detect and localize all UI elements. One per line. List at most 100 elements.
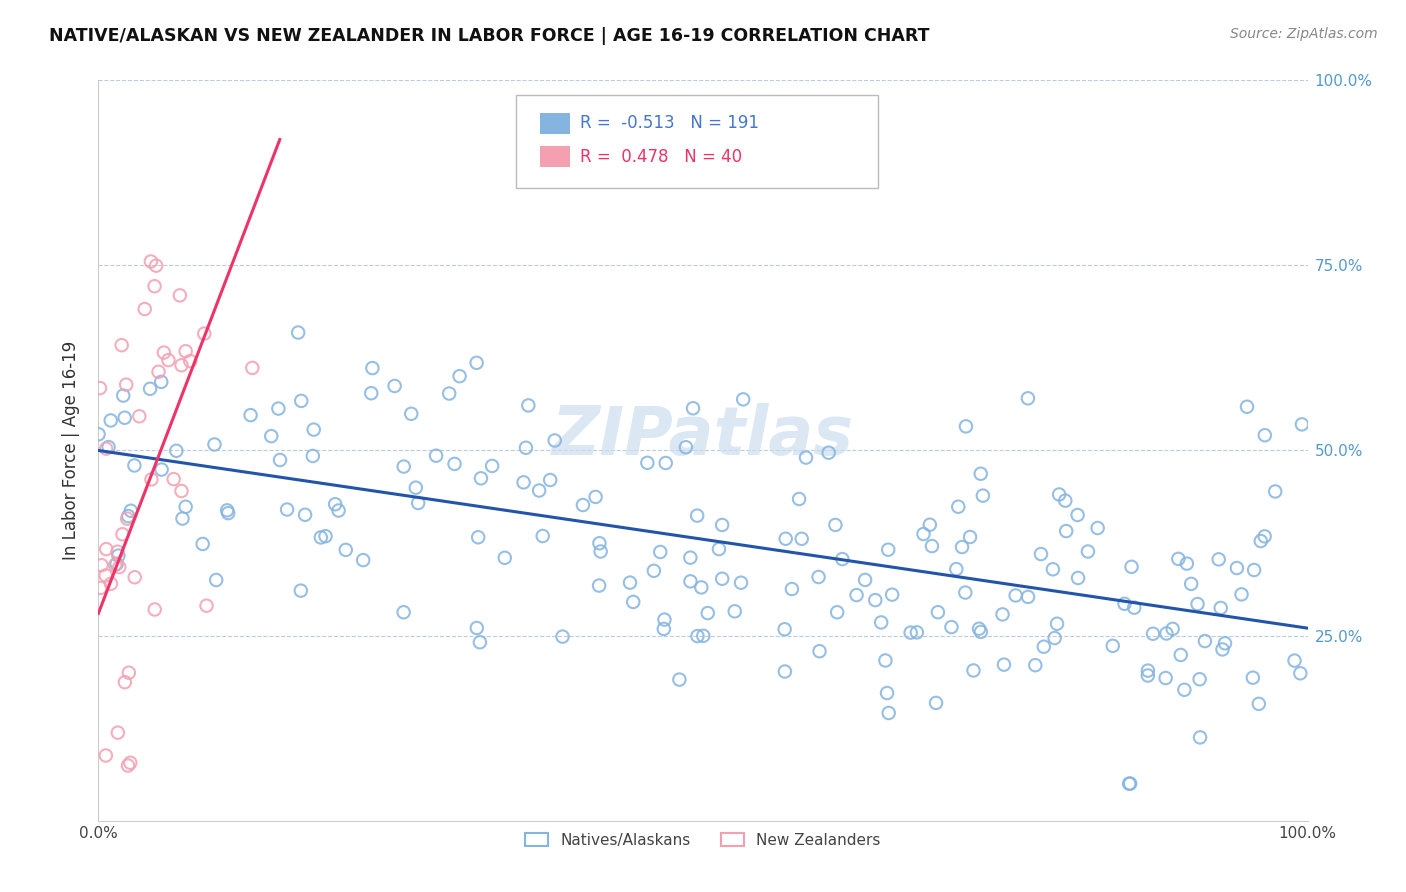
- Point: [87, 427, 110, 442]
- Point: [652, 622, 675, 636]
- Point: [912, 527, 935, 541]
- Text: R =  0.478   N = 40: R = 0.478 N = 40: [579, 147, 742, 166]
- Point: [217, 503, 239, 517]
- Point: [1047, 487, 1070, 501]
- Point: [962, 664, 984, 678]
- Point: [1024, 658, 1046, 673]
- Point: [124, 570, 146, 584]
- Point: [1253, 529, 1275, 543]
- Point: [470, 471, 492, 485]
- Point: [150, 375, 173, 389]
- Point: [157, 353, 180, 368]
- FancyBboxPatch shape: [516, 95, 879, 187]
- Legend: Natives/Alaskans, New Zealanders: Natives/Alaskans, New Zealanders: [519, 826, 887, 854]
- Point: [679, 574, 702, 589]
- Point: [970, 467, 993, 481]
- Point: [1004, 589, 1026, 603]
- Point: [654, 613, 676, 627]
- Point: [730, 575, 752, 590]
- Point: [588, 578, 610, 592]
- Point: [707, 542, 730, 557]
- Point: [870, 615, 893, 630]
- Point: [1254, 428, 1277, 442]
- Point: [494, 550, 516, 565]
- Point: [675, 440, 697, 454]
- Point: [1241, 671, 1264, 685]
- Point: [517, 398, 540, 412]
- Point: [775, 532, 797, 546]
- Point: [1136, 664, 1159, 678]
- Point: [134, 301, 156, 316]
- Point: [406, 496, 429, 510]
- Point: [585, 490, 607, 504]
- Point: [1101, 639, 1123, 653]
- Point: [918, 517, 941, 532]
- Point: [512, 475, 534, 490]
- Point: [145, 259, 167, 273]
- Point: [679, 550, 702, 565]
- Point: [118, 665, 141, 680]
- Y-axis label: In Labor Force | Age 16-19: In Labor Force | Age 16-19: [62, 341, 80, 560]
- Point: [921, 539, 943, 553]
- Point: [139, 254, 162, 268]
- Point: [392, 605, 415, 619]
- Point: [1136, 668, 1159, 682]
- Point: [1264, 484, 1286, 499]
- Point: [900, 625, 922, 640]
- Point: [1017, 392, 1039, 406]
- Point: [399, 407, 422, 421]
- Point: [1054, 493, 1077, 508]
- Point: [817, 446, 839, 460]
- Point: [515, 441, 537, 455]
- Point: [170, 358, 193, 372]
- Point: [1209, 601, 1232, 615]
- Point: [643, 564, 665, 578]
- Point: [955, 585, 977, 599]
- Point: [825, 605, 848, 619]
- Point: [260, 429, 283, 443]
- Point: [551, 630, 574, 644]
- Point: [267, 401, 290, 416]
- Point: [853, 573, 876, 587]
- Point: [315, 529, 337, 543]
- Point: [150, 462, 173, 476]
- Point: [1170, 648, 1192, 662]
- Point: [948, 500, 970, 514]
- Point: [195, 599, 218, 613]
- Point: [589, 544, 612, 558]
- Point: [877, 542, 900, 557]
- Text: R =  -0.513   N = 191: R = -0.513 N = 191: [579, 114, 759, 132]
- Point: [1284, 654, 1306, 668]
- Point: [955, 419, 977, 434]
- Point: [117, 758, 139, 772]
- Point: [335, 542, 357, 557]
- Point: [107, 545, 129, 559]
- Point: [1243, 563, 1265, 577]
- Point: [1291, 417, 1313, 432]
- Point: [94, 568, 117, 582]
- Point: [1250, 534, 1272, 549]
- Point: [117, 509, 139, 524]
- Point: [1054, 524, 1077, 538]
- Point: [361, 361, 384, 376]
- Point: [465, 621, 488, 635]
- Point: [824, 518, 846, 533]
- Point: [169, 288, 191, 302]
- Point: [1173, 682, 1195, 697]
- Point: [621, 595, 644, 609]
- Point: [1067, 571, 1090, 585]
- Point: [1154, 671, 1177, 685]
- Point: [276, 502, 298, 516]
- Point: [443, 457, 465, 471]
- Point: [179, 354, 201, 368]
- Point: [927, 605, 949, 619]
- Point: [90, 558, 112, 573]
- Point: [1043, 631, 1066, 645]
- Point: [654, 456, 676, 470]
- Point: [392, 459, 415, 474]
- Text: ZIPatlas: ZIPatlas: [553, 402, 853, 468]
- Point: [287, 326, 309, 340]
- Point: [831, 552, 853, 566]
- Point: [143, 279, 166, 293]
- Point: [425, 449, 447, 463]
